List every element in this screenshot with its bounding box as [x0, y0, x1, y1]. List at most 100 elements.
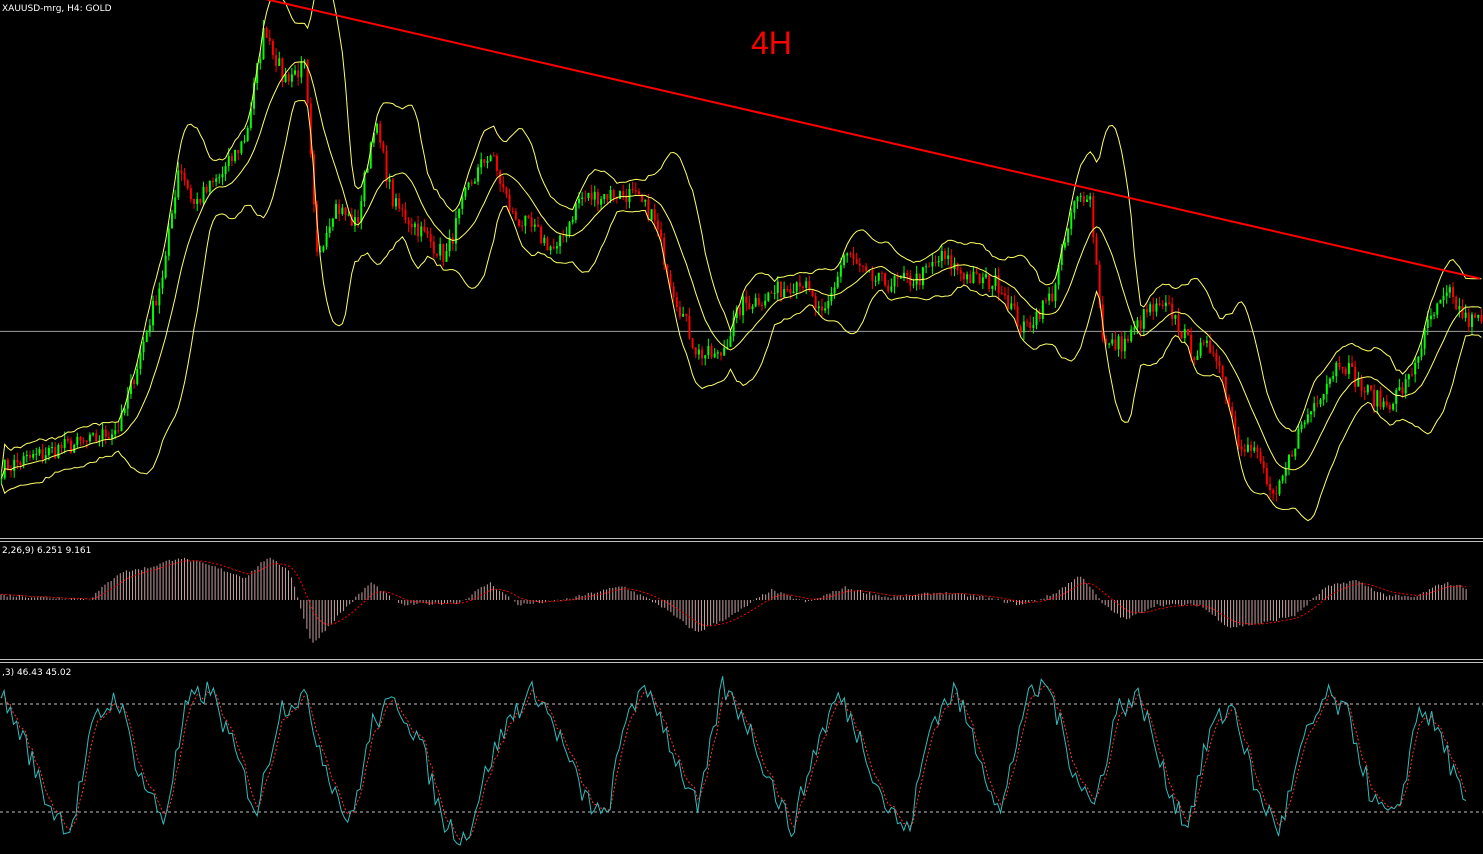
candle-body — [527, 215, 530, 218]
candle-body — [742, 296, 745, 316]
candle-body — [454, 218, 457, 244]
candle-body — [1237, 434, 1240, 447]
candle-body — [615, 197, 618, 199]
candle-body — [483, 159, 486, 164]
candle-body — [189, 188, 192, 199]
candle-body — [66, 439, 69, 441]
candle-body — [972, 271, 975, 284]
candle-body — [641, 194, 644, 202]
candle-body — [480, 159, 483, 168]
candle-body — [448, 237, 451, 252]
candle-body — [13, 459, 16, 471]
stoch-pane — [0, 676, 1483, 846]
candle-body — [1038, 311, 1041, 320]
candle-body — [757, 297, 760, 305]
candle-body — [445, 251, 448, 262]
candle-body — [1196, 355, 1199, 360]
candle-body — [795, 282, 798, 292]
candle-body — [1404, 379, 1407, 394]
candle-body — [1019, 326, 1022, 333]
candle-body — [145, 332, 148, 343]
candle-body — [1243, 449, 1246, 452]
candle-body — [802, 286, 805, 288]
candle-body — [357, 217, 360, 223]
candle-body — [902, 272, 905, 278]
candle-body — [57, 444, 60, 458]
candle-body — [1338, 362, 1341, 368]
candle-body — [417, 223, 420, 237]
candle-body — [294, 70, 297, 75]
candle-body — [1224, 376, 1227, 398]
candle-body — [215, 178, 218, 182]
candle-body — [1429, 315, 1432, 320]
candle-body — [38, 449, 41, 454]
candle-body — [1209, 340, 1212, 353]
candle-body — [1120, 336, 1123, 352]
candle-body — [833, 287, 836, 294]
candle-body — [22, 456, 25, 466]
candle-body — [584, 197, 587, 199]
candle-body — [41, 449, 44, 459]
candle-body — [858, 263, 861, 266]
candle-body — [745, 296, 748, 304]
candle-body — [660, 229, 663, 238]
candle-body — [600, 199, 603, 205]
candle-body — [199, 199, 202, 203]
candle-body — [104, 429, 107, 438]
candle-body — [839, 265, 842, 277]
candle-body — [578, 198, 581, 204]
candle-body — [164, 255, 167, 278]
candle-body — [666, 264, 669, 275]
candle-body — [133, 380, 136, 385]
candle-body — [1111, 339, 1114, 344]
candle-body — [508, 194, 511, 211]
candle-body — [10, 470, 13, 472]
candle-body — [256, 63, 259, 83]
candle-body — [514, 211, 517, 220]
candle-body — [230, 156, 233, 161]
candle-body — [1044, 300, 1047, 302]
candle-body — [792, 291, 795, 294]
candle-body — [253, 82, 256, 109]
candle-body — [874, 280, 877, 282]
candle-body — [701, 349, 704, 359]
candle-body — [0, 477, 3, 479]
candle-body — [1152, 304, 1155, 312]
candle-body — [1297, 429, 1300, 449]
candle-body — [281, 58, 284, 83]
candle-body — [492, 155, 495, 157]
candle-body — [1458, 306, 1461, 310]
candle-body — [1433, 314, 1436, 316]
candle-body — [1253, 447, 1256, 451]
candle-body — [1474, 314, 1477, 318]
candle-body — [1281, 475, 1284, 481]
candle-body — [51, 446, 54, 448]
candle-body — [890, 286, 893, 292]
candle-body — [754, 297, 757, 307]
candle-body — [1357, 377, 1360, 387]
candle-body — [1145, 309, 1148, 313]
candle-body — [1398, 387, 1401, 391]
timeframe-label: 4H — [751, 25, 792, 61]
candle-body — [729, 336, 732, 347]
candle-body — [1291, 454, 1294, 457]
candle-body — [432, 241, 435, 254]
candle-body — [1373, 389, 1376, 407]
candle-body — [530, 217, 533, 227]
candle-body — [1332, 376, 1335, 379]
candle-body — [682, 313, 685, 317]
candle-body — [559, 235, 562, 247]
candle-body — [678, 307, 681, 317]
candle-body — [940, 250, 943, 261]
candle-body — [688, 315, 691, 339]
candle-body — [937, 260, 940, 263]
candle-body — [877, 272, 880, 281]
candle-body — [1423, 328, 1426, 349]
candle-body — [461, 196, 464, 209]
candle-body — [1385, 401, 1388, 406]
candle-body — [1032, 325, 1035, 328]
candle-body — [495, 155, 498, 171]
candle-body — [502, 183, 505, 188]
candle-body — [202, 186, 205, 203]
candle-body — [101, 429, 104, 441]
